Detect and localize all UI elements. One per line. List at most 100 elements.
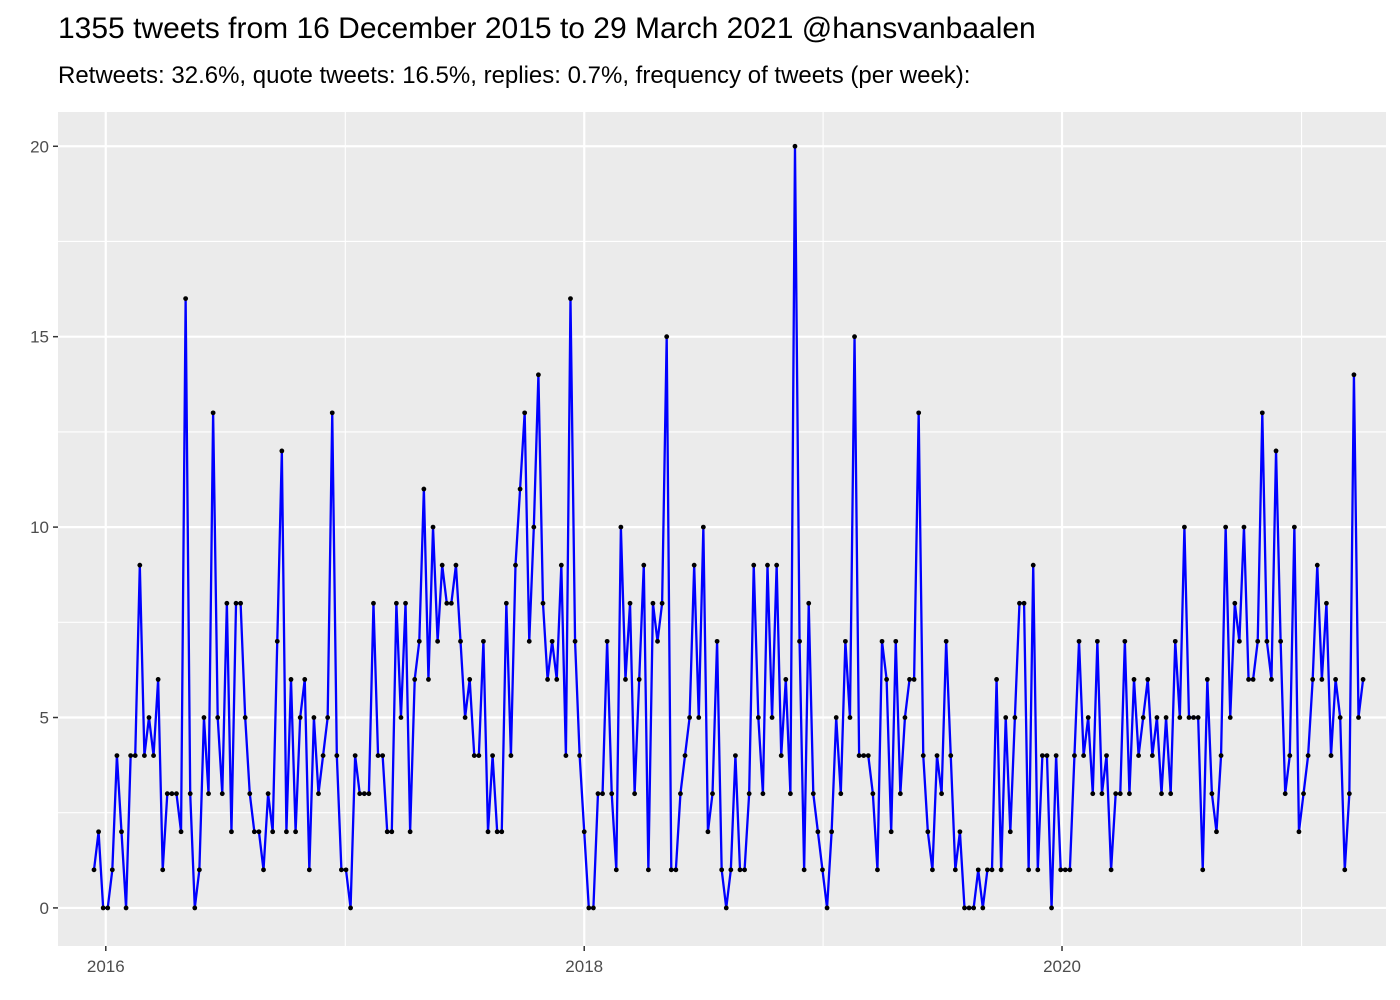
data-point	[164, 791, 170, 797]
data-point	[1085, 715, 1091, 720]
data-point	[1117, 791, 1123, 797]
data-point	[384, 829, 390, 835]
data-point	[788, 791, 793, 797]
data-point	[755, 715, 761, 720]
data-point	[219, 791, 225, 797]
data-point	[1195, 715, 1201, 720]
data-point	[1241, 524, 1247, 530]
data-point	[119, 829, 124, 835]
data-point	[270, 829, 276, 835]
data-point	[128, 753, 134, 758]
data-point	[838, 791, 844, 797]
data-point	[668, 867, 674, 873]
data-point	[590, 905, 596, 911]
data-point	[169, 791, 175, 797]
data-point	[1200, 867, 1206, 873]
data-point	[490, 753, 495, 758]
data-point	[453, 562, 459, 568]
data-point	[187, 791, 193, 797]
data-point	[1159, 791, 1164, 797]
data-point	[618, 524, 624, 530]
data-point	[1191, 715, 1196, 720]
data-point	[1026, 867, 1032, 873]
data-point	[1269, 677, 1274, 682]
data-point	[1264, 638, 1270, 644]
data-point	[1067, 867, 1073, 873]
y-tick-label: 5	[40, 709, 49, 728]
data-point	[1177, 715, 1183, 720]
chart-title: 1355 tweets from 16 December 2015 to 29 …	[58, 12, 1036, 45]
data-point	[206, 791, 211, 797]
data-point	[1218, 753, 1224, 758]
data-point	[522, 410, 528, 416]
data-point	[444, 600, 450, 606]
data-point	[907, 677, 912, 682]
data-point	[604, 638, 610, 644]
data-point	[870, 791, 876, 797]
data-point	[1182, 524, 1187, 530]
data-point	[595, 791, 601, 797]
data-point	[316, 791, 321, 797]
data-point	[1273, 448, 1279, 454]
data-point	[962, 905, 967, 911]
data-point	[554, 677, 560, 682]
data-point	[751, 562, 757, 568]
data-point	[499, 829, 505, 835]
data-point	[1232, 600, 1238, 606]
data-point	[1131, 677, 1137, 682]
data-point	[380, 753, 386, 758]
data-point	[284, 829, 289, 835]
data-point	[261, 867, 266, 873]
data-point	[861, 753, 867, 758]
y-tick-label: 15	[30, 328, 49, 347]
data-point	[178, 829, 184, 835]
data-point	[1342, 867, 1348, 873]
plot-panel	[58, 112, 1386, 946]
data-point	[238, 600, 244, 606]
data-point	[251, 829, 257, 835]
data-point	[577, 753, 583, 758]
data-point	[930, 867, 935, 873]
data-point	[952, 867, 958, 873]
data-point	[1291, 524, 1297, 530]
data-point	[435, 638, 441, 644]
data-point	[1356, 715, 1361, 720]
data-point	[1250, 677, 1256, 682]
data-point	[485, 829, 491, 835]
y-tick-label: 10	[30, 518, 49, 537]
data-point	[1062, 867, 1068, 873]
data-point	[274, 638, 280, 644]
data-point	[733, 753, 738, 758]
data-point	[105, 905, 111, 911]
data-point	[879, 638, 885, 644]
data-point	[1058, 867, 1064, 873]
data-point	[1328, 753, 1334, 758]
data-point	[943, 638, 949, 644]
data-point	[224, 600, 230, 606]
data-point	[824, 905, 830, 911]
data-point	[678, 791, 683, 797]
data-point	[829, 829, 835, 835]
data-point	[998, 867, 1004, 873]
data-point	[641, 562, 647, 568]
data-point	[1145, 677, 1151, 682]
data-point	[1324, 600, 1329, 606]
data-point	[760, 791, 766, 797]
data-point	[91, 867, 97, 873]
data-point	[1360, 677, 1366, 682]
data-point	[142, 753, 147, 758]
data-point	[1076, 638, 1082, 644]
data-point	[375, 753, 381, 758]
data-point	[540, 600, 546, 606]
x-tick-label: 2016	[87, 957, 125, 976]
data-point	[458, 638, 463, 644]
data-point	[623, 677, 628, 682]
data-point	[971, 905, 977, 911]
data-point	[687, 715, 692, 720]
data-point	[1186, 715, 1192, 720]
data-point	[1246, 677, 1251, 682]
data-point	[820, 867, 825, 873]
data-point	[957, 829, 963, 835]
data-point	[1278, 638, 1284, 644]
